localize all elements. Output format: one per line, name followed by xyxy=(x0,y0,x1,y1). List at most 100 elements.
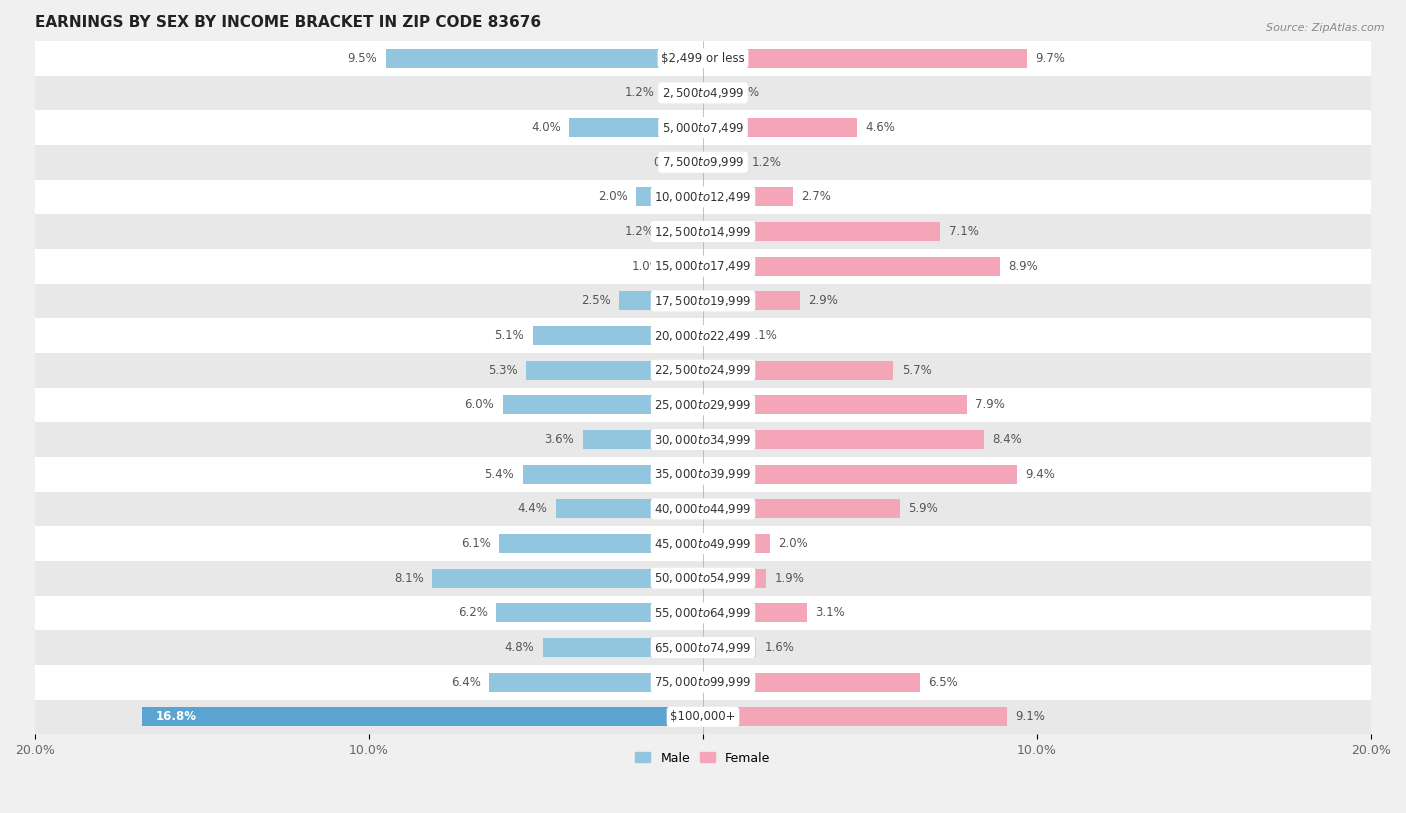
Text: $15,000 to $17,499: $15,000 to $17,499 xyxy=(654,259,752,273)
Text: 5.4%: 5.4% xyxy=(485,467,515,480)
Text: $30,000 to $34,999: $30,000 to $34,999 xyxy=(654,433,752,446)
Text: 9.7%: 9.7% xyxy=(1035,52,1066,65)
Bar xyxy=(35,561,1371,595)
Text: $35,000 to $39,999: $35,000 to $39,999 xyxy=(654,467,752,481)
Bar xyxy=(523,465,703,484)
Text: 2.0%: 2.0% xyxy=(598,190,628,203)
Text: 4.0%: 4.0% xyxy=(531,121,561,134)
Bar xyxy=(35,180,1371,214)
Text: $25,000 to $29,999: $25,000 to $29,999 xyxy=(654,398,752,412)
Text: Source: ZipAtlas.com: Source: ZipAtlas.com xyxy=(1267,23,1385,33)
Text: 8.9%: 8.9% xyxy=(1008,259,1039,272)
Bar xyxy=(703,395,967,415)
Text: $20,000 to $22,499: $20,000 to $22,499 xyxy=(654,328,752,342)
Text: 1.2%: 1.2% xyxy=(624,86,655,99)
Bar xyxy=(35,111,1371,145)
Bar xyxy=(569,118,703,137)
Text: 2.7%: 2.7% xyxy=(801,190,831,203)
Text: 6.1%: 6.1% xyxy=(461,537,491,550)
Bar xyxy=(35,284,1371,318)
Bar xyxy=(35,353,1371,388)
Bar xyxy=(433,568,703,588)
Bar xyxy=(35,595,1371,630)
Bar xyxy=(35,214,1371,249)
Text: 9.1%: 9.1% xyxy=(1015,711,1045,724)
Bar xyxy=(543,638,703,657)
Text: $10,000 to $12,499: $10,000 to $12,499 xyxy=(654,190,752,204)
Text: 1.9%: 1.9% xyxy=(775,572,804,585)
Bar xyxy=(502,395,703,415)
Bar xyxy=(35,492,1371,526)
Text: $22,500 to $24,999: $22,500 to $24,999 xyxy=(654,363,752,377)
Bar xyxy=(703,326,740,345)
Text: $7,500 to $9,999: $7,500 to $9,999 xyxy=(662,155,744,169)
Text: 2.5%: 2.5% xyxy=(582,294,612,307)
Text: 1.2%: 1.2% xyxy=(751,156,782,169)
Bar xyxy=(582,430,703,449)
Text: 0.13%: 0.13% xyxy=(654,156,690,169)
Bar xyxy=(35,699,1371,734)
Bar xyxy=(703,361,893,380)
Bar xyxy=(703,84,714,102)
Bar xyxy=(703,257,1000,276)
Text: 5.3%: 5.3% xyxy=(488,363,517,376)
Legend: Male, Female: Male, Female xyxy=(630,746,776,770)
Bar xyxy=(35,41,1371,76)
Text: 2.0%: 2.0% xyxy=(778,537,808,550)
Bar xyxy=(489,672,703,692)
Text: $55,000 to $64,999: $55,000 to $64,999 xyxy=(654,606,752,620)
Bar xyxy=(620,291,703,311)
Text: 5.1%: 5.1% xyxy=(495,329,524,342)
Text: 3.1%: 3.1% xyxy=(815,606,845,620)
Bar xyxy=(636,187,703,207)
Text: 16.8%: 16.8% xyxy=(155,711,197,724)
Text: 2.9%: 2.9% xyxy=(808,294,838,307)
Bar xyxy=(703,118,856,137)
Text: $12,500 to $14,999: $12,500 to $14,999 xyxy=(654,224,752,238)
Text: 3.6%: 3.6% xyxy=(544,433,575,446)
Text: 5.9%: 5.9% xyxy=(908,502,938,515)
Bar xyxy=(703,291,800,311)
Text: 0.34%: 0.34% xyxy=(723,86,759,99)
Bar xyxy=(703,499,900,519)
Bar xyxy=(662,84,703,102)
Bar xyxy=(35,318,1371,353)
Bar xyxy=(703,465,1017,484)
Text: $50,000 to $54,999: $50,000 to $54,999 xyxy=(654,572,752,585)
Bar xyxy=(526,361,703,380)
Bar xyxy=(35,422,1371,457)
Text: 7.9%: 7.9% xyxy=(976,398,1005,411)
Text: 6.5%: 6.5% xyxy=(928,676,959,689)
Text: 6.4%: 6.4% xyxy=(451,676,481,689)
Bar xyxy=(385,49,703,67)
Text: 5.7%: 5.7% xyxy=(901,363,932,376)
Bar xyxy=(499,534,703,553)
Text: 1.6%: 1.6% xyxy=(765,641,794,654)
Text: 4.8%: 4.8% xyxy=(505,641,534,654)
Text: 6.0%: 6.0% xyxy=(464,398,495,411)
Bar xyxy=(699,153,703,172)
Text: 9.4%: 9.4% xyxy=(1025,467,1056,480)
Bar xyxy=(703,430,984,449)
Bar xyxy=(703,222,941,241)
Text: $17,500 to $19,999: $17,500 to $19,999 xyxy=(654,293,752,308)
Bar xyxy=(496,603,703,623)
Text: 6.2%: 6.2% xyxy=(458,606,488,620)
Bar xyxy=(533,326,703,345)
Bar xyxy=(703,534,770,553)
Text: $2,499 or less: $2,499 or less xyxy=(661,52,745,65)
Bar xyxy=(662,222,703,241)
Bar xyxy=(35,526,1371,561)
Text: 8.1%: 8.1% xyxy=(394,572,425,585)
Bar xyxy=(142,707,703,726)
Text: $2,500 to $4,999: $2,500 to $4,999 xyxy=(662,86,744,100)
Bar xyxy=(703,187,793,207)
Text: 1.1%: 1.1% xyxy=(748,329,778,342)
Text: $40,000 to $44,999: $40,000 to $44,999 xyxy=(654,502,752,516)
Text: 4.4%: 4.4% xyxy=(517,502,548,515)
Bar xyxy=(35,145,1371,180)
Bar xyxy=(35,76,1371,111)
Text: 7.1%: 7.1% xyxy=(949,225,979,238)
Bar xyxy=(35,457,1371,492)
Text: 1.2%: 1.2% xyxy=(624,225,655,238)
